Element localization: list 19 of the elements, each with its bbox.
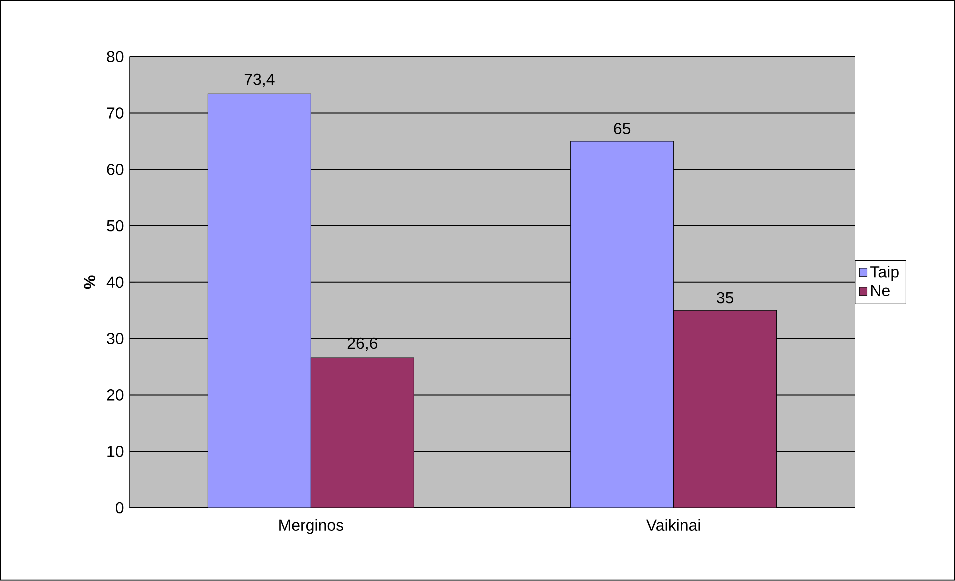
- x-tick-label: Vaikinai: [646, 519, 700, 532]
- legend-label: Taip: [870, 266, 899, 282]
- y-tick-label: 10: [108, 446, 124, 458]
- y-tick-label: 80: [107, 51, 124, 63]
- x-tick-label: Merginos: [280, 519, 344, 534]
- y-tick-label: 60: [107, 164, 124, 176]
- y-tick-label: 30: [107, 333, 124, 345]
- bar: [674, 310, 778, 508]
- y-tick-label: 20: [107, 390, 124, 401]
- y-tick-label: 0: [116, 502, 124, 514]
- data-label: 35: [717, 292, 734, 304]
- bar: [311, 358, 414, 508]
- y-tick-label: 50: [107, 220, 124, 232]
- y-axis-title: %: [84, 276, 96, 290]
- y-tick-label: 70: [107, 108, 124, 119]
- data-label: 73,4: [244, 74, 275, 88]
- legend-label: Ne: [872, 285, 890, 297]
- data-label: 65: [614, 123, 631, 135]
- y-tick-label: 40: [106, 276, 124, 288]
